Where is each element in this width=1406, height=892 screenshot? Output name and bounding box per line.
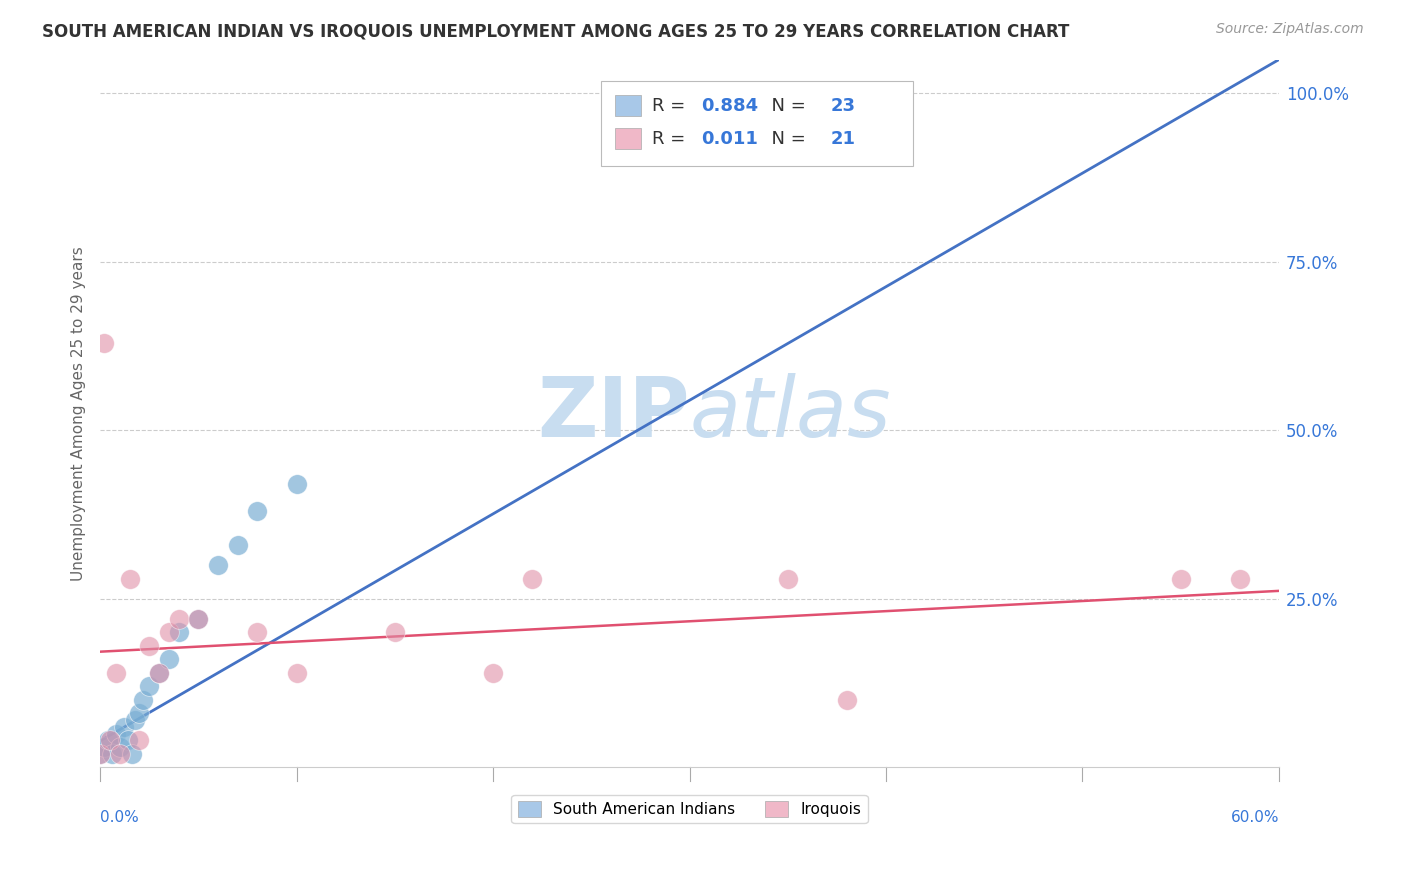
Text: SOUTH AMERICAN INDIAN VS IROQUOIS UNEMPLOYMENT AMONG AGES 25 TO 29 YEARS CORRELA: SOUTH AMERICAN INDIAN VS IROQUOIS UNEMPL… xyxy=(42,22,1070,40)
Point xyxy=(104,726,127,740)
Point xyxy=(128,706,150,721)
Point xyxy=(108,740,131,755)
Point xyxy=(89,747,111,761)
Point xyxy=(776,572,799,586)
Point xyxy=(717,87,740,101)
Y-axis label: Unemployment Among Ages 25 to 29 years: Unemployment Among Ages 25 to 29 years xyxy=(72,246,86,581)
Point xyxy=(226,538,249,552)
Point xyxy=(112,720,135,734)
Point xyxy=(157,652,180,666)
Point xyxy=(1170,572,1192,586)
Text: Source: ZipAtlas.com: Source: ZipAtlas.com xyxy=(1216,22,1364,37)
Point xyxy=(121,747,143,761)
Point xyxy=(384,625,406,640)
Point xyxy=(101,747,124,761)
Point xyxy=(167,612,190,626)
Text: 21: 21 xyxy=(831,130,856,148)
Point xyxy=(1229,572,1251,586)
Text: 0.884: 0.884 xyxy=(702,96,758,114)
Point xyxy=(132,693,155,707)
Point xyxy=(157,625,180,640)
Text: atlas: atlas xyxy=(689,373,891,454)
Point xyxy=(678,133,700,147)
Point xyxy=(138,679,160,693)
Bar xyxy=(616,128,641,150)
Point xyxy=(104,665,127,680)
Point xyxy=(522,572,544,586)
Point xyxy=(89,747,111,761)
Point xyxy=(285,477,308,491)
Legend: South American Indians, Iroquois: South American Indians, Iroquois xyxy=(512,795,868,823)
Text: 0.011: 0.011 xyxy=(702,130,758,148)
Point xyxy=(98,733,121,747)
Text: N =: N = xyxy=(761,96,811,114)
Point xyxy=(118,572,141,586)
Text: N =: N = xyxy=(761,130,811,148)
Point xyxy=(148,665,170,680)
Point xyxy=(482,665,505,680)
Point xyxy=(187,612,209,626)
Point xyxy=(167,625,190,640)
Point xyxy=(246,504,269,518)
Point xyxy=(138,639,160,653)
Text: ZIP: ZIP xyxy=(537,373,689,454)
Point xyxy=(93,740,115,755)
Point xyxy=(128,733,150,747)
Point xyxy=(207,558,229,572)
Point xyxy=(246,625,269,640)
Text: 60.0%: 60.0% xyxy=(1230,810,1279,825)
Text: 23: 23 xyxy=(831,96,856,114)
Text: 0.0%: 0.0% xyxy=(100,810,139,825)
Point xyxy=(93,335,115,350)
Point xyxy=(285,665,308,680)
Text: R =: R = xyxy=(652,96,690,114)
Point xyxy=(187,612,209,626)
Point xyxy=(124,713,146,727)
FancyBboxPatch shape xyxy=(602,81,914,166)
Point xyxy=(835,693,858,707)
Point xyxy=(97,733,120,747)
Point xyxy=(117,733,139,747)
Bar xyxy=(616,95,641,116)
Point xyxy=(108,747,131,761)
Text: R =: R = xyxy=(652,130,690,148)
Point xyxy=(148,665,170,680)
